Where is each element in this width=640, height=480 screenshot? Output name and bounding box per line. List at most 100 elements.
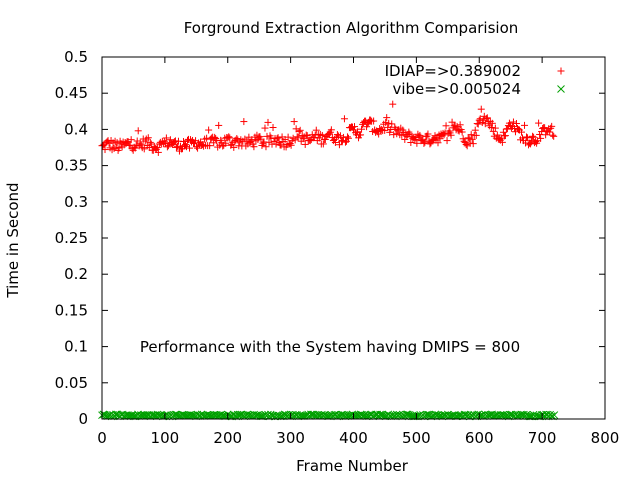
y-axis-label: Time in Second bbox=[4, 182, 22, 298]
legend-label-idiap: IDIAP=>0.389002 bbox=[385, 62, 521, 80]
idiap-point bbox=[493, 131, 501, 139]
x-tick-label: 700 bbox=[528, 429, 557, 447]
x-tick-label: 800 bbox=[591, 429, 620, 447]
idiap-point bbox=[393, 130, 401, 138]
y-tick-label: 0.4 bbox=[64, 120, 88, 138]
idiap-point bbox=[163, 143, 171, 151]
idiap-point bbox=[509, 118, 517, 126]
idiap-point bbox=[472, 131, 480, 139]
idiap-point bbox=[127, 136, 135, 144]
idiap-point bbox=[250, 143, 258, 151]
vibe-point bbox=[403, 410, 412, 419]
idiap-point bbox=[136, 139, 144, 147]
idiap-point bbox=[529, 132, 537, 140]
vibe-point bbox=[550, 411, 559, 419]
x-tick-label: 300 bbox=[276, 429, 305, 447]
idiap-point bbox=[527, 140, 535, 148]
idiap-point bbox=[101, 146, 109, 154]
idiap-point bbox=[166, 136, 174, 144]
annotation-text: Performance with the System having DMIPS… bbox=[140, 338, 520, 356]
y-tick-label: 0.5 bbox=[64, 48, 88, 66]
idiap-point bbox=[284, 133, 292, 141]
idiap-point bbox=[327, 126, 335, 134]
idiap-point bbox=[479, 116, 487, 124]
idiap-point bbox=[341, 138, 349, 146]
idiap-point bbox=[333, 131, 341, 139]
idiap-point bbox=[162, 134, 170, 142]
y-tick-label: 0.25 bbox=[55, 229, 88, 247]
idiap-point bbox=[336, 132, 344, 140]
idiap-point bbox=[474, 120, 482, 128]
idiap-point bbox=[424, 130, 432, 138]
idiap-point bbox=[262, 143, 270, 151]
idiap-point bbox=[154, 148, 162, 156]
legend-marker-idiap bbox=[557, 67, 565, 75]
idiap-point bbox=[411, 135, 419, 143]
idiap-point bbox=[407, 139, 415, 147]
idiap-point bbox=[429, 135, 437, 143]
idiap-point bbox=[261, 124, 269, 132]
y-tick-label: 0.45 bbox=[55, 84, 88, 102]
idiap-point bbox=[113, 139, 121, 147]
idiap-point bbox=[302, 131, 310, 139]
idiap-point bbox=[488, 119, 496, 127]
idiap-point bbox=[538, 128, 546, 136]
idiap-point bbox=[301, 140, 309, 148]
idiap-point bbox=[230, 143, 238, 151]
idiap-point bbox=[344, 134, 352, 142]
idiap-point bbox=[413, 139, 421, 147]
idiap-point bbox=[140, 145, 148, 153]
idiap-point bbox=[535, 119, 543, 127]
idiap-point bbox=[299, 135, 307, 143]
idiap-point bbox=[521, 121, 529, 129]
idiap-point bbox=[277, 141, 285, 149]
idiap-point bbox=[420, 139, 428, 147]
idiap-point bbox=[378, 125, 386, 133]
idiap-point bbox=[340, 115, 348, 123]
idiap-point bbox=[440, 131, 448, 139]
idiap-point bbox=[351, 123, 359, 131]
idiap-point bbox=[471, 126, 479, 134]
idiap-point bbox=[549, 131, 557, 139]
idiap-point bbox=[381, 126, 389, 134]
idiap-point bbox=[537, 134, 545, 142]
idiap-point bbox=[263, 132, 271, 140]
idiap-point bbox=[172, 143, 180, 151]
idiap-point bbox=[548, 122, 556, 130]
idiap-point bbox=[464, 134, 472, 142]
idiap-point bbox=[331, 139, 339, 147]
idiap-point bbox=[443, 137, 451, 145]
vibe-point bbox=[362, 412, 371, 420]
idiap-point bbox=[456, 121, 464, 129]
idiap-point bbox=[546, 128, 554, 136]
y-tick-label: 0 bbox=[78, 410, 88, 428]
legend-marker-vibe bbox=[557, 85, 565, 93]
vibe-point bbox=[502, 412, 510, 420]
idiap-point bbox=[477, 105, 485, 113]
idiap-point bbox=[295, 128, 303, 136]
idiap-point bbox=[335, 141, 343, 149]
y-tick-label: 0.1 bbox=[64, 338, 88, 356]
idiap-point bbox=[312, 126, 320, 134]
idiap-point bbox=[146, 138, 154, 146]
legend-label-vibe: vibe=>0.005024 bbox=[392, 80, 521, 98]
idiap-point bbox=[382, 118, 390, 126]
idiap-point bbox=[550, 132, 558, 140]
idiap-point bbox=[518, 128, 526, 136]
idiap-point bbox=[389, 100, 397, 108]
idiap-point bbox=[448, 118, 456, 126]
idiap-point bbox=[259, 139, 267, 147]
idiap-point bbox=[144, 134, 152, 142]
idiap-point bbox=[186, 144, 194, 152]
x-tick-label: 200 bbox=[213, 429, 242, 447]
idiap-point bbox=[222, 139, 230, 147]
y-tick-label: 0.15 bbox=[55, 301, 88, 319]
idiap-point bbox=[215, 121, 223, 129]
idiap-point bbox=[126, 141, 134, 149]
idiap-point bbox=[153, 144, 161, 152]
vibe-point bbox=[376, 410, 384, 419]
idiap-point bbox=[483, 114, 491, 122]
vibe-point bbox=[547, 412, 556, 421]
